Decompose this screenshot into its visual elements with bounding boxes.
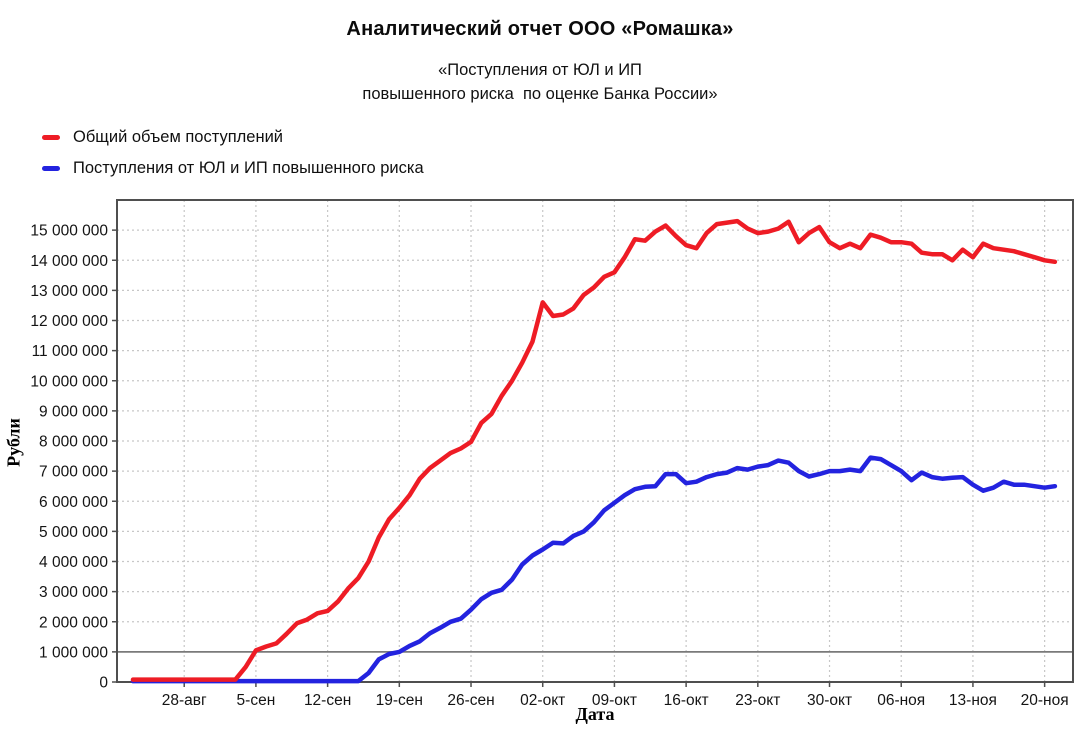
legend-swatch-blue-icon — [42, 166, 60, 171]
x-tick-label: 13-ноя — [949, 692, 997, 709]
x-tick-label: 20-ноя — [1021, 692, 1069, 709]
y-tick-label: 3 000 000 — [39, 584, 108, 601]
page-subtitle: «Поступления от ЮЛ и ИП повышенного риск… — [362, 61, 718, 103]
y-tick-label: 13 000 000 — [30, 283, 108, 300]
x-tick-label: 16-окт — [664, 692, 709, 709]
plot-border — [116, 199, 1074, 683]
legend-swatch-red-icon — [42, 135, 60, 140]
y-tick-label: 14 000 000 — [30, 253, 108, 270]
x-tick-label: 12-сен — [304, 692, 351, 709]
y-axis-title: Рубли — [3, 418, 24, 467]
legend-label-total: Общий объем поступлений — [73, 128, 284, 146]
y-tick-label: 4 000 000 — [39, 554, 108, 571]
y-tick-label: 6 000 000 — [39, 494, 108, 511]
x-tick-label: 09-окт — [592, 692, 637, 709]
x-tick-label: 28-авг — [162, 692, 207, 709]
y-tick-label: 9 000 000 — [39, 403, 108, 420]
x-tick-label: 06-ноя — [877, 692, 925, 709]
x-tick-label: 30-окт — [807, 692, 852, 709]
series-line-risk — [130, 455, 1058, 684]
y-tick-label: 12 000 000 — [30, 313, 108, 330]
x-tick-label: 5-сен — [237, 692, 276, 709]
x-tick-label: 23-окт — [735, 692, 780, 709]
y-tick-label: 1 000 000 — [39, 644, 108, 661]
x-tick-label: 19-сен — [376, 692, 423, 709]
x-tick-label: 26-сен — [447, 692, 494, 709]
chart-legend: Общий объем поступлений Поступления от Ю… — [42, 122, 424, 184]
y-tick-label: 7 000 000 — [39, 464, 108, 481]
y-tick-label: 11 000 000 — [32, 343, 109, 360]
y-tick-label: 0 — [99, 675, 108, 692]
page-title: Аналитический отчет ООО «Ромашка» — [346, 18, 734, 40]
legend-label-risk: Поступления от ЮЛ и ИП повышенного риска — [73, 159, 424, 177]
y-tick-label: 2 000 000 — [39, 614, 108, 631]
y-tick-label: 8 000 000 — [39, 434, 108, 451]
y-tick-label: 10 000 000 — [30, 373, 108, 390]
x-axis-title: Дата — [575, 704, 615, 724]
series-line-total — [130, 218, 1058, 682]
x-tick-label: 02-окт — [520, 692, 565, 709]
y-tick-label: 5 000 000 — [39, 524, 108, 541]
legend-item-total: Общий объем поступлений — [42, 122, 424, 153]
legend-item-risk: Поступления от ЮЛ и ИП повышенного риска — [42, 153, 424, 184]
y-tick-label: 15 000 000 — [30, 223, 108, 240]
